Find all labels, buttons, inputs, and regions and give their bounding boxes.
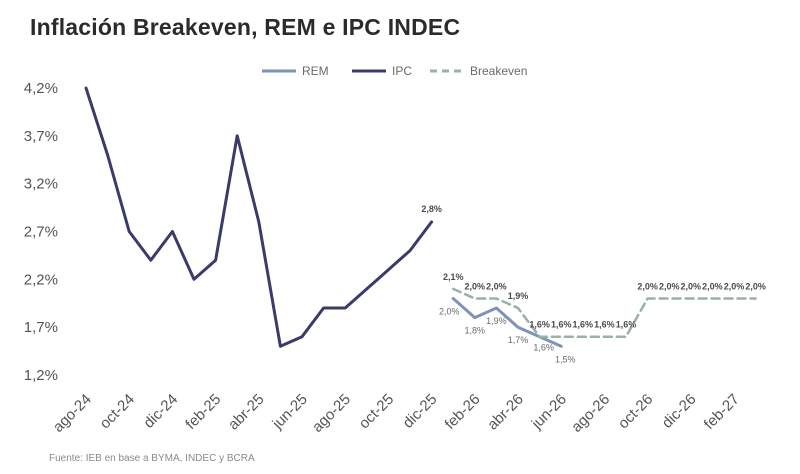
data-label-breakeven: 2,0% (637, 281, 658, 291)
x-tick-label: oct-26 (615, 391, 657, 433)
legend-label: IPC (392, 64, 412, 78)
y-tick-label: 1,7% (24, 319, 58, 336)
data-label-breakeven: 2,1% (443, 272, 464, 282)
x-tick-label: abr-26 (484, 391, 527, 434)
x-tick-label: ago-26 (568, 391, 613, 436)
data-label-breakeven: 1,6% (551, 320, 572, 330)
data-label-breakeven: 1,6% (616, 320, 637, 330)
x-tick-label: feb-25 (182, 391, 224, 433)
data-label-breakeven: 2,0% (724, 281, 745, 291)
y-axis-ticks: 4,2% 3,7% 3,2% 2,7% 2,2% 1,7% 1,2% (24, 80, 58, 384)
legend-label: REM (302, 64, 329, 78)
x-tick-label: jun-26 (528, 391, 570, 433)
x-tick-label: oct-25 (356, 391, 398, 433)
x-tick-label: feb-27 (701, 391, 743, 433)
data-label-rem: 2,0% (439, 306, 460, 316)
data-label-breakeven: 2,0% (702, 281, 723, 291)
data-label-rem: 1,9% (486, 316, 507, 326)
y-tick-label: 2,7% (24, 224, 58, 241)
data-label-breakeven: 2,0% (659, 281, 680, 291)
series-lines (84, 86, 757, 348)
series-line-breakeven (451, 287, 757, 338)
data-label-breakeven: 2,0% (745, 281, 766, 291)
data-label-breakeven: 1,9% (508, 291, 529, 301)
series-line-rem (451, 297, 563, 348)
x-tick-label: ago-25 (309, 391, 354, 436)
x-tick-label: feb-26 (442, 391, 484, 433)
x-tick-label: abr-25 (225, 391, 268, 434)
chart-title: Inflación Breakeven, REM e IPC INDEC (30, 14, 461, 40)
data-label-breakeven: 2,0% (486, 281, 507, 291)
series-line-ipc (84, 86, 434, 348)
y-tick-label: 3,7% (24, 128, 58, 145)
source-note: Fuente: IEB en base a BYMA, INDEC y BCRA (49, 453, 255, 464)
data-label-rem: 1,5% (555, 354, 576, 364)
data-label-breakeven: 2,0% (465, 281, 486, 291)
data-label-breakeven: 1,6% (573, 320, 594, 330)
data-label-breakeven: 2,0% (681, 281, 702, 291)
data-label-rem: 1,8% (465, 326, 486, 336)
data-labels: 2,8%2,0%1,8%1,9%1,7%1,6%1,5%2,1%2,0% 2,0%… (421, 204, 766, 364)
legend: REM IPC Breakeven (262, 64, 527, 78)
x-tick-label: dic-26 (659, 391, 700, 432)
x-tick-label: dic-25 (400, 391, 441, 432)
x-tick-label: ago-24 (50, 391, 95, 436)
legend-label: Breakeven (470, 64, 527, 78)
data-label-breakeven: 1,6% (529, 320, 550, 330)
x-tick-label: oct-24 (97, 391, 139, 433)
y-tick-label: 2,2% (24, 271, 58, 288)
y-tick-label: 1,2% (24, 367, 58, 384)
data-label-rem: 1,7% (508, 335, 529, 345)
y-tick-label: 4,2% (24, 80, 58, 97)
x-tick-label: dic-24 (140, 391, 181, 432)
y-tick-label: 3,2% (24, 176, 58, 193)
data-label-rem: 1,6% (533, 343, 554, 353)
x-tick-label: jun-25 (269, 391, 311, 433)
data-label-ipc: 2,8% (421, 204, 442, 214)
data-label-breakeven: 1,6% (594, 320, 615, 330)
x-axis-ticks: ago-24 oct-24 dic-24 feb-25 abr-25 jun-25ago-… (50, 391, 743, 436)
